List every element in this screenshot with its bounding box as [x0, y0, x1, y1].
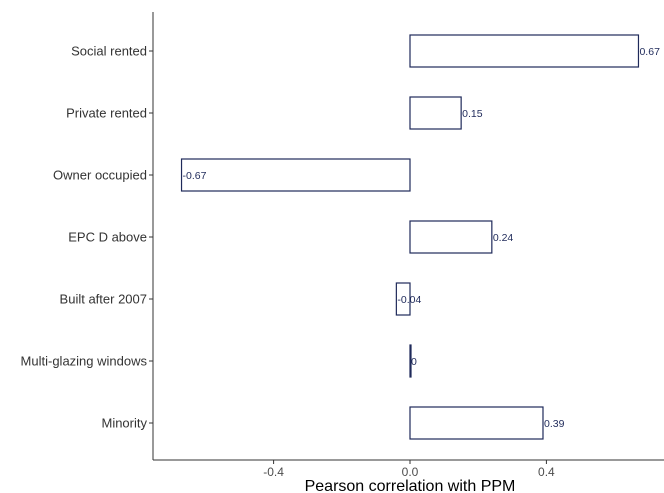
- bar: [409, 406, 544, 440]
- bar: [180, 158, 411, 192]
- bar: [409, 220, 493, 254]
- data-label: -0.67: [183, 170, 207, 182]
- data-label: -0.04: [397, 294, 421, 306]
- category-label: Owner occupied: [53, 168, 147, 183]
- x-tick-label: -0.4: [263, 465, 284, 479]
- category-label: EPC D above: [68, 230, 147, 245]
- bar: [409, 34, 640, 68]
- bar: [395, 282, 411, 316]
- data-label: 0.39: [544, 418, 565, 430]
- category-label: Multi-glazing windows: [21, 354, 148, 369]
- bar: [409, 96, 462, 130]
- x-tick-label: 0.0: [402, 465, 419, 479]
- data-label: 0.67: [639, 46, 660, 58]
- category-label: Minority: [101, 416, 147, 431]
- plot-area: Social rented 0.67 Private rented 0.15 Owner…: [21, 34, 660, 479]
- category-label: Social rented: [71, 44, 147, 59]
- x-tick-label: 0.4: [538, 465, 555, 479]
- data-label: 0.15: [462, 108, 483, 120]
- data-label: 0.24: [493, 232, 514, 244]
- category-label: Built after 2007: [60, 292, 147, 307]
- bar: [409, 344, 412, 378]
- data-label: 0: [411, 356, 417, 368]
- x-axis-title: Pearson correlation with PPM: [305, 478, 516, 493]
- category-label: Private rented: [66, 106, 147, 121]
